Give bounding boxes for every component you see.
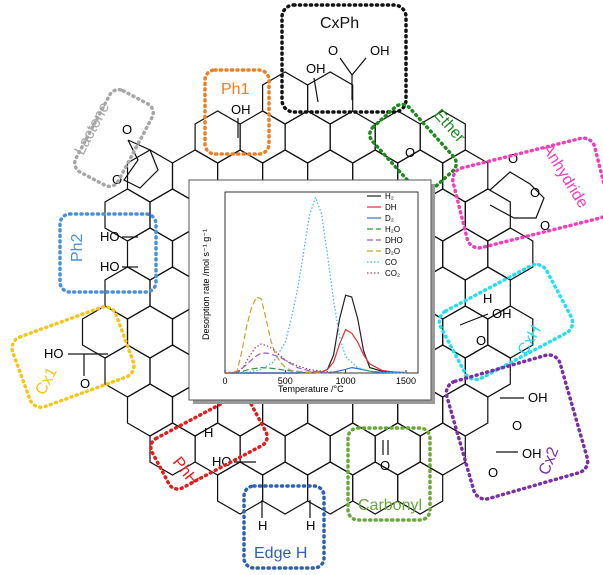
lattice-hexagon	[239, 422, 286, 476]
lattice-hexagon	[329, 110, 376, 164]
functional-group-boxes	[10, 3, 603, 570]
label-cx1: Cx1	[33, 365, 61, 398]
lattice-hexagon	[262, 461, 309, 515]
bond-cxh	[459, 313, 489, 326]
atom-cxh-oh: OH	[492, 306, 512, 321]
bond-cxph-1	[313, 77, 319, 103]
box-carbonyl	[346, 426, 432, 522]
atom-cx1-ho: HO	[44, 346, 64, 361]
atom-cxh-o: O	[476, 333, 486, 348]
box-cxph	[280, 3, 408, 114]
atom-cx2-oh-top: OH	[528, 390, 548, 405]
box-lactone	[72, 87, 156, 189]
label-cxph: CxPh	[320, 15, 359, 32]
atom-edge-h-right: H	[306, 518, 315, 533]
x-axis-title: Temperature /°C	[278, 384, 344, 394]
lattice-hexagon	[126, 149, 174, 203]
atom-cxh-h: H	[483, 291, 492, 306]
lattice-hexagon	[126, 305, 174, 359]
atom-ph2-ho-top: HO	[100, 229, 120, 244]
label-edge-h: Edge H	[254, 545, 307, 562]
lattice-hexagon	[217, 461, 264, 515]
atom-ether-o: O	[405, 145, 415, 160]
box-ether	[368, 102, 458, 196]
atom-cxph-oh-right: OH	[370, 43, 390, 58]
bond-cxph-4	[339, 57, 353, 76]
lattice-hexagon	[126, 227, 174, 281]
label-carbonyl: Carbonyl	[358, 497, 422, 514]
box-anhydride	[451, 136, 603, 250]
atom-cx1-o: O	[80, 376, 90, 391]
lattice-hexagon	[464, 188, 511, 242]
y-axis-title: Desorption rate /mol s⁻¹ g⁻¹	[201, 229, 211, 340]
box-ph1	[203, 68, 271, 156]
label-cxh: CxH	[515, 323, 545, 358]
atom-cxph-oh-left: OH	[306, 61, 326, 76]
atom-ph2-ho-bottom: HO	[100, 259, 120, 274]
bond-cxph-3	[351, 57, 367, 76]
series-line-d2	[225, 366, 406, 374]
legend-label: DHO	[385, 236, 403, 245]
label-ether: Ether	[430, 106, 469, 146]
series-line-d2o	[224, 296, 322, 374]
box-phh	[149, 393, 269, 491]
atom-cxph-o: O	[328, 43, 338, 58]
lactone-ring	[123, 139, 159, 189]
legend-label: DH	[385, 203, 397, 212]
label-lactone: Lactone	[72, 100, 114, 158]
x-tick-label: 1000	[336, 376, 356, 386]
atom-anhydride-o-bottom: O	[540, 218, 550, 233]
atom-ph1-oh: OH	[231, 102, 251, 117]
plot-area: 0 500 1000 1500	[222, 191, 419, 386]
lattice-hexagon	[442, 227, 489, 281]
x-tick-label: 500	[278, 376, 293, 386]
lattice-hexagon	[307, 461, 354, 515]
box-edge-h	[242, 484, 326, 570]
atom-anhydride-o-top: O	[508, 151, 518, 166]
anhydride-ring	[489, 171, 545, 219]
label-ph1: Ph1	[221, 81, 250, 98]
x-tick-label: 0	[222, 376, 227, 386]
molecule-atoms: OH OH O OH O O O O O O HO HO H OH O HO O	[44, 43, 550, 533]
legend-label: D₂O	[385, 247, 400, 256]
label-anhydride: Anhydride	[539, 141, 592, 211]
legend-label: D₂	[385, 214, 394, 223]
box-cx2	[444, 353, 590, 501]
lattice-hexagon	[442, 305, 489, 359]
chart-legend: H₂ DH D₂ H₂O DHO D₂O CO CO₂	[367, 192, 403, 278]
atom-phh-h: H	[204, 425, 213, 440]
atom-cx2-o-bottom: O	[488, 465, 498, 480]
lattice-hexagon	[239, 110, 286, 164]
box-ph2	[58, 212, 158, 294]
atom-anhydride-o-ring: O	[530, 185, 540, 200]
legend-label: CO	[385, 258, 397, 267]
lattice-hexagon	[284, 422, 331, 476]
lattice-hexagon	[442, 383, 489, 437]
atom-lactone-o-ring: O	[112, 172, 122, 187]
atom-lactone-o-top: O	[122, 122, 132, 137]
series-line-co2	[224, 343, 346, 374]
atom-cx2-o-top: O	[512, 418, 522, 433]
label-ph2: Ph2	[69, 233, 86, 262]
lattice-hexagon	[126, 383, 174, 437]
atom-cx2-oh-bottom: OH	[522, 446, 542, 461]
atom-edge-h-left: H	[258, 518, 267, 533]
chart-panel	[188, 179, 432, 401]
legend-label: H₂O	[385, 225, 400, 234]
tpd-chart: 0 500 1000 1500 Desorption rate /mol s⁻¹ g⁻…	[188, 179, 435, 404]
lattice-hexagon	[284, 110, 331, 164]
box-cxh	[437, 262, 575, 382]
lattice-hexagon	[397, 461, 444, 515]
series-line-dho	[224, 352, 334, 374]
legend-label: H₂	[385, 192, 394, 201]
lattice-hexagon	[104, 344, 151, 398]
atom-carbonyl-o: O	[380, 458, 390, 473]
lattice-hexagon	[419, 422, 466, 476]
label-phh: PhH	[169, 454, 202, 489]
legend-label: CO₂	[385, 269, 400, 278]
x-tick-label: 1500	[396, 376, 416, 386]
lattice-hexagon	[149, 344, 196, 398]
box-cx1	[10, 305, 136, 409]
